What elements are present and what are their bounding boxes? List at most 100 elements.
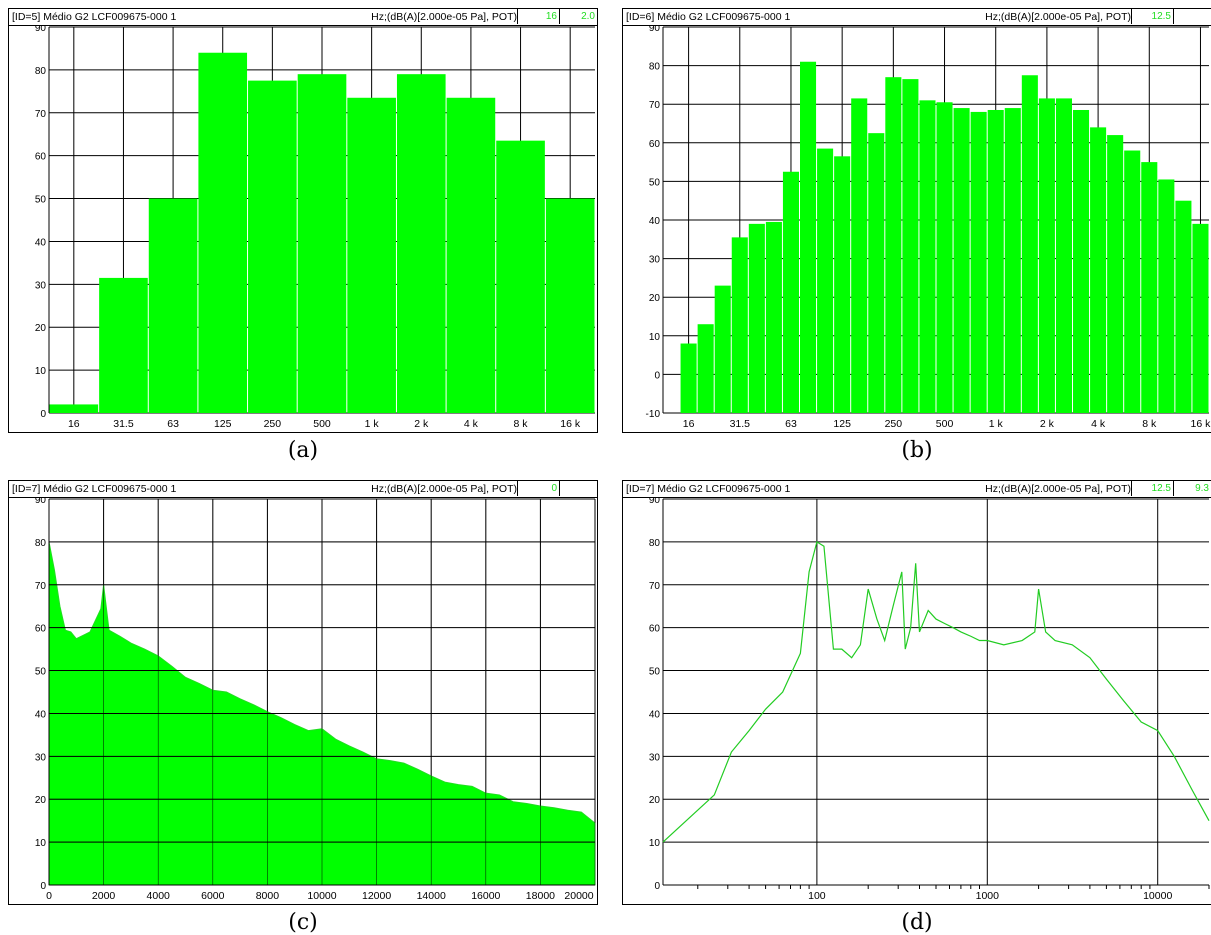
figure-caption: (b) xyxy=(901,438,933,463)
x-tick-label: 31.5 xyxy=(730,418,751,430)
y-tick-label: 20 xyxy=(35,795,47,806)
bar xyxy=(1141,162,1158,413)
bar xyxy=(902,79,919,414)
chart-panel-d: [ID=7] Médio G2 LCF009675-000 1 Hz;(dB(A… xyxy=(622,480,1211,935)
bar xyxy=(765,221,782,413)
chart-frame: [ID=7] Médio G2 LCF009675-000 1 Hz;(dB(A… xyxy=(8,480,598,905)
bar xyxy=(834,156,851,413)
bar xyxy=(987,109,1004,414)
x-tick-label: 6000 xyxy=(201,890,225,902)
x-tick-label: 2000 xyxy=(92,890,116,902)
bar xyxy=(919,100,936,413)
x-tick-label: 10000 xyxy=(307,890,336,902)
x-tick-label: 31.5 xyxy=(113,418,134,430)
header-value-1: 12.5 xyxy=(1131,481,1173,496)
spectrum-line xyxy=(662,540,1210,843)
x-tick-label: 20000 xyxy=(564,890,593,902)
y-tick-label: 30 xyxy=(649,752,661,763)
y-tick-label: 50 xyxy=(649,667,661,678)
bar xyxy=(970,111,987,414)
bar xyxy=(545,198,595,413)
y-tick-label: 70 xyxy=(35,581,47,592)
bar xyxy=(297,74,347,413)
x-tick-label: 14000 xyxy=(417,890,446,902)
bar xyxy=(1055,98,1072,413)
bar-chart-octave: 16 31.5 63 125 250 500 1 k 2 k 4 k 8 k 16 k 0 10 20 30… xyxy=(35,26,595,430)
x-tick-label: 125 xyxy=(214,418,232,430)
bar xyxy=(49,404,99,413)
x-tick-label: 4000 xyxy=(147,890,171,902)
chart-frame: [ID=6] Médio G2 LCF009675-000 1 Hz;(dB(A… xyxy=(622,8,1211,433)
y-tick-label: 10 xyxy=(35,366,47,377)
x-tick-label: 250 xyxy=(264,418,282,430)
x-tick-label: 63 xyxy=(167,418,179,430)
header-value-1: 0 xyxy=(517,481,559,496)
bar xyxy=(936,102,953,414)
bar xyxy=(1021,75,1038,413)
y-tick-label: 0 xyxy=(40,881,46,892)
x-tick-label: 16 xyxy=(683,418,695,430)
bar xyxy=(748,223,765,413)
y-tick-label: 90 xyxy=(649,26,661,34)
bar xyxy=(697,324,714,413)
bar xyxy=(1124,150,1141,413)
chart-frame: [ID=5] Médio G2 LCF009675-000 1 Hz;(dB(A… xyxy=(8,8,598,433)
x-tick-label: 100 xyxy=(808,890,826,902)
y-tick-label: 30 xyxy=(35,280,47,291)
bar xyxy=(800,61,817,414)
y-tick-label: 0 xyxy=(654,370,660,381)
chart-panel-a: [ID=5] Médio G2 LCF009675-000 1 Hz;(dB(A… xyxy=(8,8,598,463)
y-tick-label: 40 xyxy=(35,709,47,720)
y-tick-label: 60 xyxy=(35,624,47,635)
y-tick-label: 50 xyxy=(35,667,47,678)
bar xyxy=(1175,200,1192,413)
x-tick-label: 16 xyxy=(68,418,80,430)
y-tick-label: 40 xyxy=(649,216,661,227)
bar xyxy=(1158,179,1175,413)
y-tick-label: -10 xyxy=(646,409,661,420)
y-tick-label: 0 xyxy=(654,881,660,892)
header-units: Hz;(dB(A)[2.000e-05 Pa], POT) xyxy=(371,11,517,23)
y-tick-label: 20 xyxy=(649,293,661,304)
y-tick-label: 80 xyxy=(35,538,47,549)
x-tick-label: 1000 xyxy=(976,890,1000,902)
header-value-2: 2.0 xyxy=(559,9,597,24)
y-tick-label: 40 xyxy=(649,709,661,720)
x-tick-label: 10000 xyxy=(1143,890,1172,902)
bar xyxy=(851,98,868,413)
bar xyxy=(347,97,396,414)
bar xyxy=(496,140,545,413)
y-tick-label: 90 xyxy=(35,498,47,506)
bar xyxy=(680,343,697,413)
y-tick-label: 10 xyxy=(649,332,661,343)
x-tick-label: 1 k xyxy=(365,418,380,430)
bar xyxy=(396,74,446,413)
chart-panel-c: [ID=7] Médio G2 LCF009675-000 1 Hz;(dB(A… xyxy=(8,480,598,935)
bar xyxy=(1090,127,1107,414)
bar xyxy=(148,198,198,413)
header-value-1: 16 xyxy=(517,9,559,24)
x-tick-label: 1 k xyxy=(989,418,1004,430)
chart-header: [ID=7] Médio G2 LCF009675-000 1 Hz;(dB(A… xyxy=(9,481,597,498)
figure-caption: (a) xyxy=(287,438,319,463)
y-tick-label: 0 xyxy=(40,409,46,420)
y-tick-label: 70 xyxy=(649,100,661,111)
x-tick-label: 16 k xyxy=(1191,418,1211,430)
x-tick-label: 250 xyxy=(885,418,903,430)
bar xyxy=(782,171,799,413)
bar xyxy=(885,77,902,414)
header-value-2 xyxy=(559,481,597,496)
x-tick-label: 2 k xyxy=(1040,418,1055,430)
figure-caption: (d) xyxy=(901,910,933,935)
x-tick-label: 8 k xyxy=(514,418,529,430)
bar xyxy=(817,148,834,413)
narrowband-spectrum-log: 0 10 20 30 40 50 60 70 80 90 100 1000 10000 xyxy=(649,498,1210,902)
header-title: [ID=7] Médio G2 LCF009675-000 1 xyxy=(12,483,177,495)
chart-frame: [ID=7] Médio G2 LCF009675-000 1 Hz;(dB(A… xyxy=(622,480,1211,905)
y-tick-label: 20 xyxy=(649,795,661,806)
header-title: [ID=7] Médio G2 LCF009675-000 1 xyxy=(626,483,791,495)
y-tick-label: 90 xyxy=(35,26,47,34)
figure-caption: (c) xyxy=(288,910,318,935)
header-value-2: 9.3 xyxy=(1173,481,1211,496)
x-tick-label: 125 xyxy=(833,418,851,430)
